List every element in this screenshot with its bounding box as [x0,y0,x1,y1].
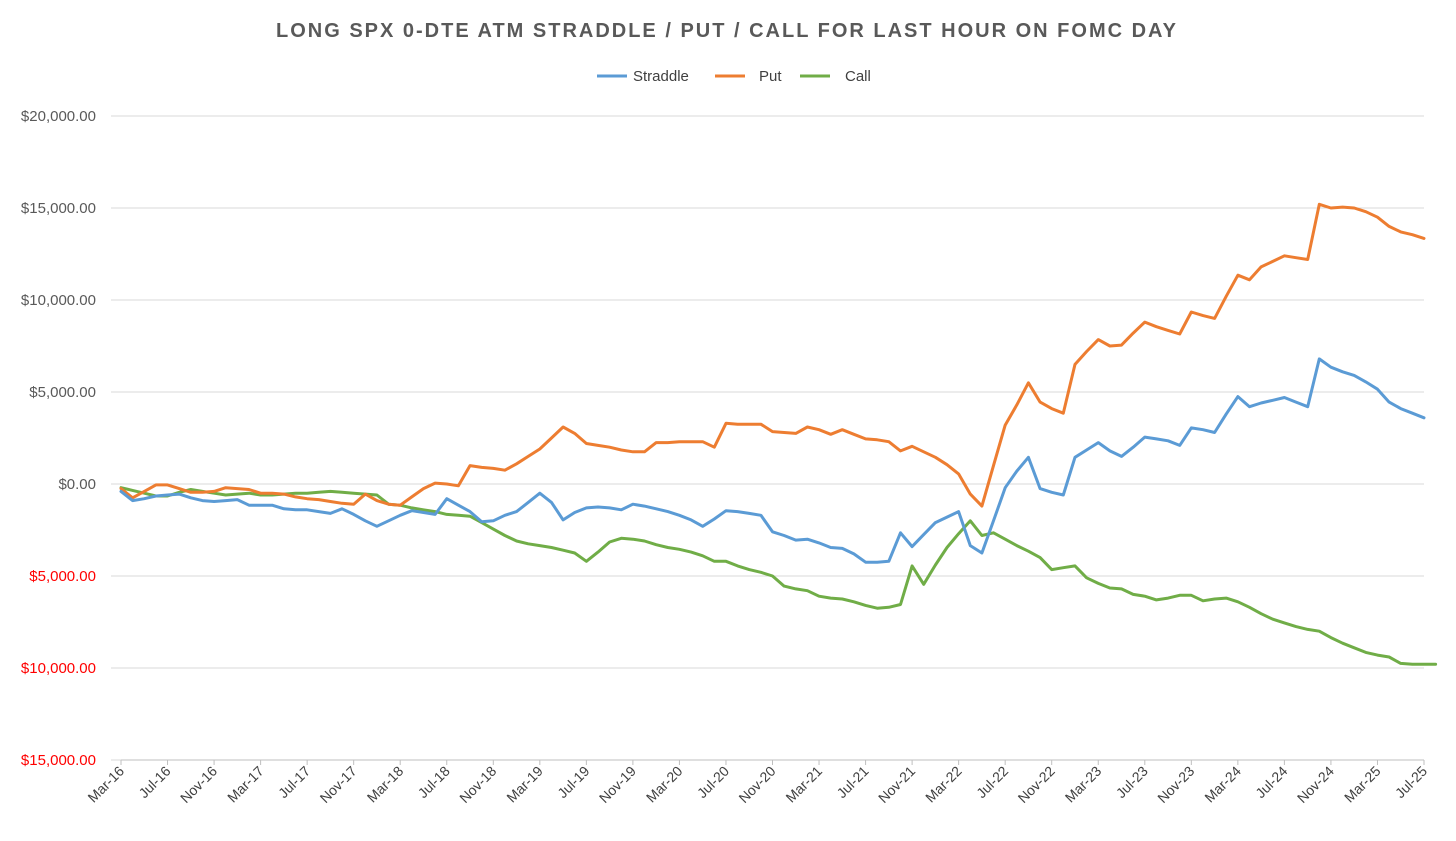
series-line-call [119,486,1438,666]
y-tick-label: $5,000.00 [29,568,96,585]
x-tick-label: Mar-21 [782,763,825,806]
x-tick-label: Jul-21 [833,763,871,801]
x-tick-label: Mar-17 [224,763,267,806]
series-line-straddle [119,357,1426,564]
x-axis-ticks: Mar-16 Jul-16 Nov-16 Mar-17 Jul-17 Nov-17 Mar-… [84,763,1430,806]
x-tick-label: Jul-16 [135,763,173,801]
legend-label-call: Call [845,68,871,85]
x-tick-label: Nov-22 [1015,763,1058,806]
y-tick-label: $20,000.00 [21,108,96,125]
x-tick-label: Nov-19 [596,763,639,806]
x-tick-label: Mar-16 [84,763,127,806]
x-tick-label: Mar-23 [1062,763,1105,806]
gridlines [111,115,1424,761]
y-tick-label: $5,000.00 [29,384,96,401]
x-tick-label: Jul-19 [554,763,592,801]
x-tick-label: Jul-25 [1392,763,1430,801]
x-tick-label: Mar-22 [922,763,965,806]
x-tick-label: Jul-17 [275,763,313,801]
x-tick-label: Mar-20 [643,763,686,806]
x-tick-label: Nov-20 [735,763,778,806]
x-tick-label: Nov-17 [317,763,360,806]
legend-label-put: Put [759,68,782,85]
series-line-put [119,202,1426,508]
series-lines [119,202,1438,666]
y-tick-label: $10,000.00 [21,660,96,677]
x-tick-label: Jul-23 [1113,763,1151,801]
x-tick-label: Mar-24 [1201,763,1244,806]
x-tick-label: Jul-20 [694,763,732,801]
x-tick-label: Nov-24 [1294,763,1337,806]
y-axis-ticks: $20,000.00 $15,000.00 $10,000.00 $5,000.00 $… [21,108,96,769]
x-tick-label: Mar-18 [364,763,407,806]
x-tick-label: Mar-25 [1341,763,1384,806]
x-tick-label: Jul-22 [973,763,1011,801]
x-axis [120,759,1425,765]
x-tick-label: Nov-21 [875,763,918,806]
chart-title: LONG SPX 0-DTE ATM STRADDLE / PUT / CALL… [276,20,1178,42]
y-tick-label: $10,000.00 [21,292,96,309]
x-tick-label: Nov-23 [1154,763,1197,806]
y-tick-label: $15,000.00 [21,200,96,217]
x-tick-label: Jul-24 [1252,763,1290,801]
x-tick-label: Nov-18 [456,763,499,806]
x-tick-label: Mar-19 [503,763,546,806]
legend: Straddle Put Call [597,68,871,85]
x-tick-label: Nov-16 [177,763,220,806]
y-tick-label: $0.00 [58,476,96,493]
legend-label-straddle: Straddle [633,68,689,85]
y-tick-label: $15,000.00 [21,752,96,769]
x-tick-label: Jul-18 [415,763,453,801]
